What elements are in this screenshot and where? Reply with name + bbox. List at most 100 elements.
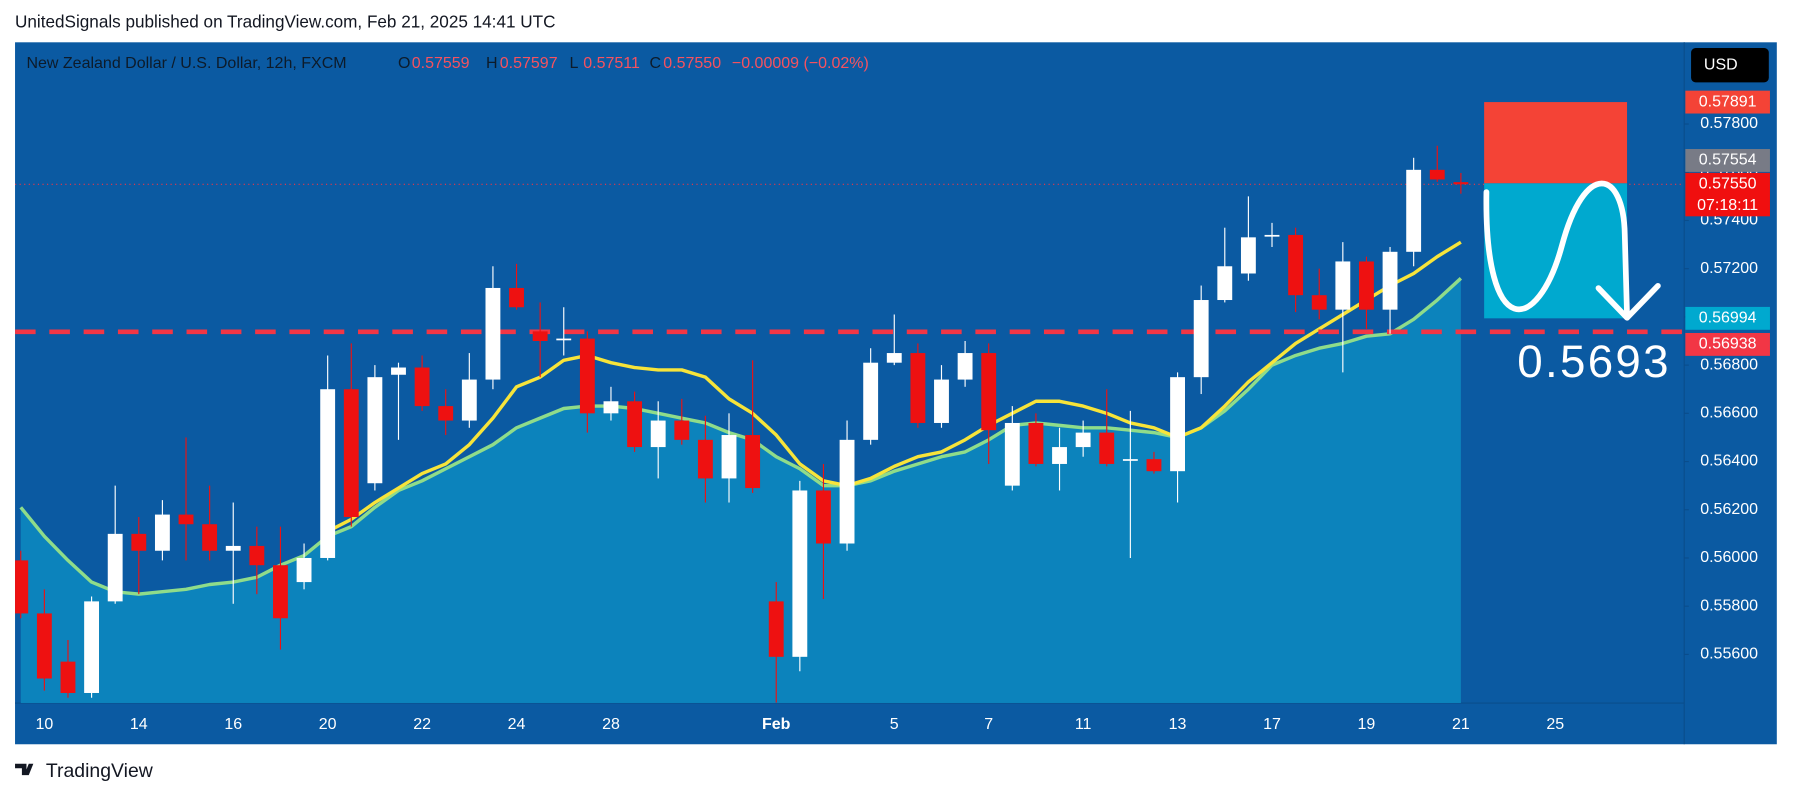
x-tick-label: 10 — [35, 716, 53, 733]
legend-value: 0.57559 — [412, 55, 470, 72]
ma-line — [326, 240, 1462, 533]
stop-badge-label: 0.57891 — [1699, 93, 1757, 110]
candle-body — [1264, 234, 1280, 237]
x-tick-label: 16 — [224, 716, 242, 733]
candle-body — [1004, 422, 1020, 486]
candle-body — [650, 420, 666, 448]
candle-body — [768, 601, 784, 657]
candle-body — [60, 661, 76, 693]
brand-name: TradingView — [46, 760, 154, 782]
candle-body — [1052, 447, 1067, 464]
x-tick-label: 28 — [602, 716, 620, 733]
candle-body — [36, 613, 52, 679]
x-tick-label: 20 — [319, 716, 337, 733]
y-tick-label: 0.57800 — [1700, 115, 1758, 132]
candle-body — [131, 533, 147, 551]
x-tick-label: 13 — [1169, 716, 1187, 733]
target-badge — [1685, 306, 1770, 330]
ma-line — [19, 277, 1463, 596]
candle-body — [721, 435, 737, 479]
symbol-title: New Zealand Dollar / U.S. Dollar, 12h, F… — [26, 55, 346, 72]
candle-body — [485, 287, 501, 380]
x-tick-label: 17 — [1263, 716, 1281, 733]
candle-body — [414, 367, 430, 407]
candle-body — [1382, 251, 1398, 310]
entry-badge — [1685, 149, 1770, 172]
last-price-label: 0.57550 — [1699, 176, 1757, 193]
plot-area — [15, 145, 1685, 704]
candle-body — [509, 287, 524, 308]
candle-body — [1335, 261, 1351, 310]
y-tick-label: 0.56800 — [1700, 356, 1758, 373]
legend-key: L — [570, 55, 579, 72]
candle-body — [1075, 432, 1091, 448]
candle-body — [1240, 237, 1256, 274]
entry-badge-label: 0.57554 — [1699, 152, 1757, 169]
candle-body — [225, 545, 241, 551]
x-tick-label: 7 — [984, 716, 993, 733]
candle-body — [154, 514, 170, 551]
candle-body — [202, 524, 218, 551]
candle-body — [1288, 234, 1304, 296]
candle-body — [1359, 261, 1374, 310]
x-tick-label: Feb — [762, 716, 791, 733]
candle-body — [84, 601, 100, 693]
stop-badge — [1685, 90, 1770, 114]
candle-body — [1406, 169, 1422, 252]
legend-key: C — [650, 55, 662, 72]
legend-value: 0.57597 — [500, 55, 558, 72]
candle-body — [1170, 377, 1186, 472]
candle-body — [1217, 266, 1233, 301]
candle-body — [863, 362, 879, 440]
candle-body — [1099, 432, 1115, 464]
candle-body — [15, 560, 29, 614]
x-tick-label: 5 — [890, 716, 899, 733]
level-badge — [1685, 332, 1770, 356]
currency-button[interactable] — [1691, 48, 1769, 83]
publish-header: UnitedSignals published on TradingView.c… — [15, 11, 555, 31]
overlay: 0.5693 — [1483, 102, 1671, 387]
annotation: 0.5693 — [1517, 336, 1671, 387]
candle-body — [957, 353, 973, 380]
candle-body — [532, 331, 548, 342]
currency-label: USD — [1704, 56, 1738, 73]
x-tick-label: 14 — [130, 716, 148, 733]
candle-body — [273, 565, 288, 619]
x-tick-label: 22 — [413, 716, 431, 733]
legend-key: H — [486, 55, 498, 72]
logo-icon — [15, 763, 34, 776]
y-tick-label: 0.55600 — [1700, 646, 1758, 663]
candle-body — [1028, 422, 1044, 464]
drawn-arrow — [1483, 180, 1661, 321]
candle-body — [934, 379, 949, 423]
candle-body — [107, 533, 123, 602]
candle-body — [674, 420, 690, 440]
candle-body — [320, 389, 336, 558]
candle-body — [1311, 295, 1327, 310]
candle-body — [910, 353, 926, 423]
legend-value: 0.57511 — [583, 55, 640, 72]
candle-body — [556, 338, 572, 341]
candle-body — [579, 338, 595, 414]
candle-body — [178, 514, 194, 525]
target-badge-label: 0.56994 — [1699, 310, 1757, 327]
candle-body — [1122, 459, 1138, 461]
candle-body — [438, 406, 454, 421]
y-tick-label: 0.56600 — [1700, 405, 1758, 422]
candle-body — [627, 401, 643, 448]
countdown-label: 07:18:11 — [1697, 197, 1758, 214]
candle-body — [391, 367, 406, 375]
y-tick-label: 0.56000 — [1700, 549, 1758, 566]
candle-body — [1193, 300, 1209, 378]
candle-body — [603, 401, 619, 414]
x-tick-label: 25 — [1546, 716, 1564, 733]
level-badge-label: 0.56938 — [1699, 336, 1757, 353]
candle-body — [461, 379, 477, 421]
candle-body — [343, 389, 359, 517]
candle-body — [745, 435, 761, 489]
candle-body — [839, 439, 855, 544]
legend-value: 0.57550 — [663, 55, 721, 72]
candle-body — [1453, 182, 1469, 185]
